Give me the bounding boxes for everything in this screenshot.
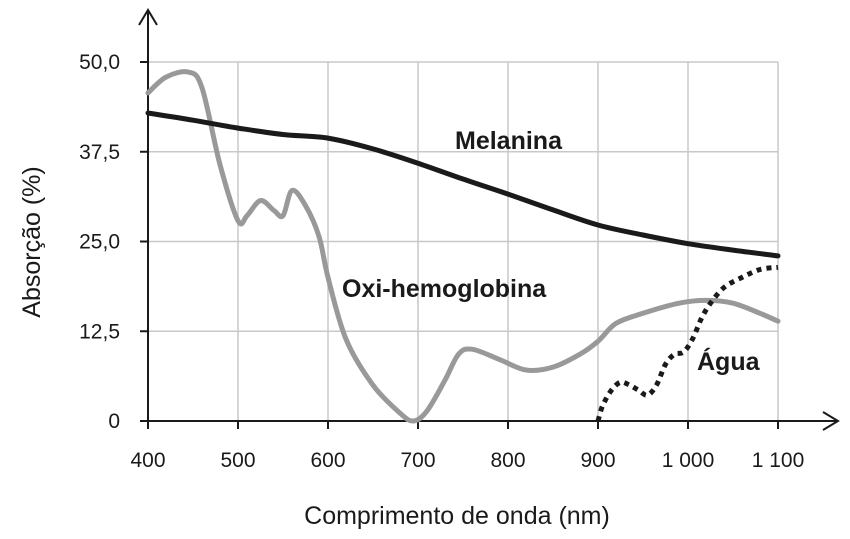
y-tick-label-4: 50,0 bbox=[79, 51, 120, 74]
x-tick-label-6: 1 000 bbox=[662, 449, 715, 472]
y-tick-label-3: 37,5 bbox=[79, 141, 120, 164]
series-line-melanina bbox=[145, 110, 781, 259]
series-label-oxi-hemoglobina: Oxi-hemoglobina bbox=[342, 275, 547, 303]
series-line-oxi-hemoglobina bbox=[145, 69, 781, 424]
x-axis-title: Comprimento de onda (nm) bbox=[304, 502, 610, 530]
y-axis-title: Absorção (%) bbox=[18, 166, 46, 317]
chart-axes bbox=[138, 8, 840, 431]
y-tick-label-2: 25,0 bbox=[79, 231, 120, 254]
y-tick-label-1: 12,5 bbox=[79, 320, 120, 343]
series-labels: Melanina Oxi-hemoglobina Água bbox=[342, 127, 761, 376]
axis-ticks: 400 500 600 700 800 900 1 000 1 100012,525,037,… bbox=[79, 51, 804, 472]
series-label-melanina: Melanina bbox=[455, 127, 563, 155]
x-tick-label-7: 1 100 bbox=[752, 449, 805, 472]
x-tick-label-1: 500 bbox=[220, 449, 255, 472]
y-tick-label-0: 0 bbox=[108, 410, 120, 433]
series-line-agua bbox=[595, 264, 779, 422]
y-axis-arrowhead bbox=[138, 8, 158, 26]
series-label-agua: Água bbox=[697, 347, 761, 376]
x-tick-label-5: 900 bbox=[580, 449, 615, 472]
chart-series bbox=[145, 69, 781, 424]
x-axis-arrowhead bbox=[822, 411, 840, 431]
x-tick-label-3: 700 bbox=[400, 449, 435, 472]
x-tick-label-4: 800 bbox=[490, 449, 525, 472]
x-tick-label-2: 600 bbox=[310, 449, 345, 472]
x-tick-label-0: 400 bbox=[130, 449, 165, 472]
